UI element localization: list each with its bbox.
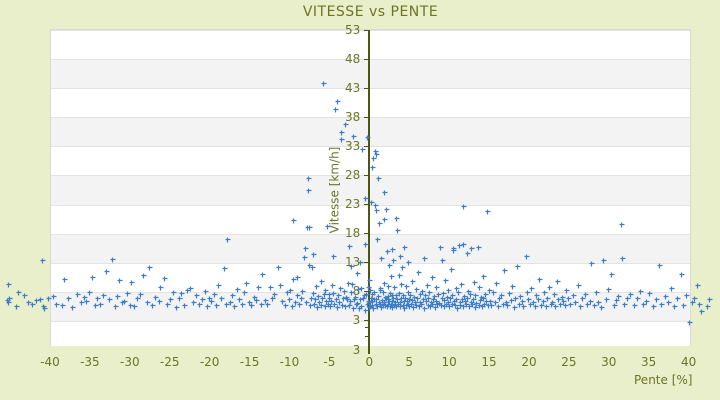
band-white <box>51 320 690 347</box>
gridline <box>51 146 690 148</box>
x-tick-label: 25 <box>561 355 577 369</box>
band-white <box>51 204 690 234</box>
gridline <box>51 88 690 90</box>
y-axis-tick <box>364 116 369 118</box>
x-tick-label: -15 <box>239 355 260 369</box>
gridline <box>51 30 690 31</box>
y-tick-label: 48 <box>345 51 361 66</box>
x-tick-label: 40 <box>680 355 697 369</box>
x-tick-label: 20 <box>521 355 537 369</box>
band-white <box>51 88 690 118</box>
x-tick-label: 30 <box>601 355 617 369</box>
gridline <box>51 320 690 322</box>
y-axis-tick <box>364 233 369 235</box>
plot-area <box>50 29 691 347</box>
y-axis-tick <box>364 145 369 147</box>
band-white <box>51 30 690 60</box>
y-axis-tick <box>364 291 369 293</box>
x-tick-label: -25 <box>159 355 180 369</box>
y-axis-tick <box>364 262 369 264</box>
x-tick-label: 10 <box>441 355 457 369</box>
y-axis-bottom-label: 3 <box>352 343 361 357</box>
gridline <box>51 175 690 177</box>
x-tick-label: 15 <box>481 355 497 369</box>
gridline <box>51 291 690 293</box>
x-tick-label: -30 <box>120 355 140 369</box>
band-gray <box>51 59 690 89</box>
x-tick-label: -35 <box>80 355 100 369</box>
y-axis-tick <box>364 87 369 89</box>
gridline <box>51 204 690 206</box>
y-axis-tick <box>364 58 369 60</box>
x-tick-label: -5 <box>323 355 336 369</box>
x-tick-label: 35 <box>641 355 657 369</box>
y-tick-label: 3 <box>352 313 361 328</box>
band-gray <box>51 233 690 263</box>
x-tick-label: -10 <box>279 355 300 369</box>
band-gray <box>51 175 690 205</box>
gridline <box>51 117 690 119</box>
y-axis-tick <box>364 29 369 31</box>
y-tick-label: 13 <box>345 255 361 270</box>
y-tick-label: 53 <box>345 22 361 37</box>
y-tick-label: 38 <box>345 109 361 124</box>
y-axis-tick <box>364 320 369 322</box>
x-axis-title: Pente [%] <box>634 373 693 387</box>
x-tick-label: 5 <box>405 355 414 369</box>
x-tick-label: -20 <box>199 355 220 369</box>
band-gray <box>51 291 690 321</box>
band-gray <box>51 117 690 147</box>
y-axis-title: Vitesse [km/h] <box>327 146 342 234</box>
band-white <box>51 146 690 176</box>
chart-title: VITESSE vs PENTE <box>302 4 439 20</box>
y-axis-line <box>368 29 371 354</box>
gridline <box>51 59 690 61</box>
y-axis-tick <box>364 174 369 176</box>
y-tick-label: 8 <box>352 284 361 299</box>
band-white <box>51 262 690 292</box>
x-tick-label: 0 <box>365 355 374 369</box>
y-axis-minor-tick <box>365 326 369 328</box>
gridline <box>51 233 690 235</box>
x-tick-label: -40 <box>40 355 60 369</box>
y-axis-tick <box>364 204 369 206</box>
y-tick-label: 43 <box>345 80 361 95</box>
y-axis-minor-tick <box>365 336 369 338</box>
gridline <box>51 262 690 264</box>
